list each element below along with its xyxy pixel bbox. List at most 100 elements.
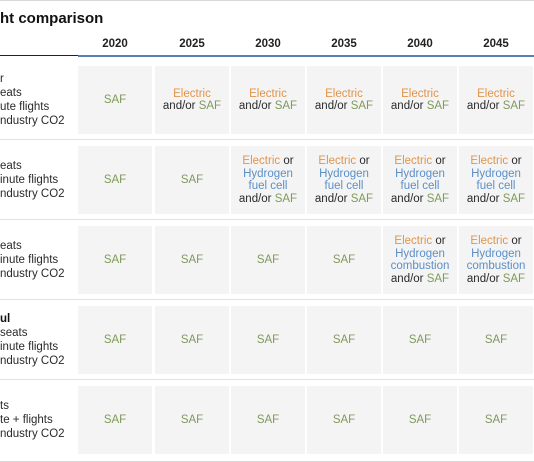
andor-label: and/or bbox=[238, 100, 272, 112]
table-cell: SAF bbox=[155, 146, 229, 214]
electric-label: Electric bbox=[470, 235, 509, 247]
saf-label: SAF bbox=[426, 192, 450, 205]
saf-label: SAF bbox=[484, 413, 508, 426]
table-cell: SAF bbox=[155, 226, 229, 294]
saf-label: SAF bbox=[332, 333, 356, 346]
table-cell: SAF bbox=[78, 66, 152, 134]
saf-label: SAF bbox=[274, 100, 298, 112]
table-cell: Electric or Hydrogen combustion and/or SAF bbox=[459, 226, 533, 294]
year-header: 2045 bbox=[483, 38, 509, 50]
electric-label: Electric bbox=[394, 235, 433, 247]
hydrogen-type-label: fuel cell bbox=[400, 180, 440, 192]
table-row: eats inute flights ndustry CO2 SAF SAF SAF SAF… bbox=[0, 226, 534, 294]
hydrogen-label: Hydrogen bbox=[243, 167, 293, 180]
saf-label: SAF bbox=[103, 173, 127, 186]
saf-label: SAF bbox=[103, 413, 127, 426]
row-label-line: eats bbox=[0, 160, 22, 172]
andor-label: and/or bbox=[238, 192, 272, 205]
table-cell: SAF bbox=[459, 386, 533, 454]
row-divider bbox=[0, 219, 534, 220]
andor-label: and/or bbox=[466, 100, 500, 112]
saf-label: SAF bbox=[180, 413, 204, 426]
hydrogen-label: Hydrogen bbox=[471, 247, 521, 260]
saf-label: SAF bbox=[332, 413, 356, 426]
andor-line: and/or SAF bbox=[391, 273, 449, 286]
table-cell: Electric and/or SAF bbox=[459, 66, 533, 134]
table-row: ul seats inute flights ndustry CO2 SAF SAF SAF… bbox=[0, 306, 534, 374]
table-cell: Electric or Hydrogen fuel cell and/or SAF bbox=[383, 146, 457, 214]
andor-line: and/or SAF bbox=[239, 100, 297, 113]
table-cell: SAF bbox=[78, 226, 152, 294]
hydrogen-type-label: fuel cell bbox=[476, 180, 516, 192]
table-cell: SAF bbox=[231, 386, 305, 454]
table-cell: Electric and/or SAF bbox=[383, 66, 457, 134]
andor-line: and/or SAF bbox=[467, 100, 525, 113]
electric-label: Electric bbox=[470, 155, 509, 167]
saf-label: SAF bbox=[274, 192, 298, 205]
andor-line: and/or SAF bbox=[391, 100, 449, 113]
table-cell: SAF bbox=[459, 306, 533, 374]
row-label-line: seats bbox=[0, 327, 28, 339]
row-label-line: ndustry CO2 bbox=[0, 115, 65, 127]
andor-line: and/or SAF bbox=[315, 100, 373, 113]
table-cell: Electric or Hydrogen combustion and/or SAF bbox=[383, 226, 457, 294]
saf-label: SAF bbox=[180, 333, 204, 346]
row-label: r eats ute flights ndustry CO2 bbox=[0, 66, 78, 134]
saf-label: SAF bbox=[502, 100, 526, 112]
hydrogen-type-label: combustion bbox=[390, 260, 450, 272]
table-cell: SAF bbox=[78, 386, 152, 454]
table-row: r eats ute flights ndustry CO2 SAF Electric an… bbox=[0, 66, 534, 134]
table-cell: SAF bbox=[383, 306, 457, 374]
andor-label: and/or bbox=[390, 192, 424, 205]
electric-line: Electric or bbox=[394, 155, 445, 168]
electric-label: Electric bbox=[477, 87, 515, 100]
andor-label: and/or bbox=[390, 272, 424, 285]
row-label-line: ndustry CO2 bbox=[0, 355, 65, 367]
row-label: eats inute flights ndustry CO2 bbox=[0, 226, 78, 294]
table-cell: Electric and/or SAF bbox=[307, 66, 381, 134]
row-divider bbox=[0, 139, 534, 140]
table-cell: Electric and/or SAF bbox=[155, 66, 229, 134]
saf-label: SAF bbox=[350, 192, 374, 205]
hydrogen-type-label: fuel cell bbox=[248, 180, 288, 192]
andor-label: and/or bbox=[390, 100, 424, 112]
saf-label: SAF bbox=[502, 192, 526, 205]
saf-label: SAF bbox=[332, 253, 356, 266]
hydrogen-label: Hydrogen bbox=[395, 167, 445, 180]
table-cell: Electric or Hydrogen fuel cell and/or SAF bbox=[459, 146, 533, 214]
or-label: or bbox=[511, 155, 522, 167]
saf-label: SAF bbox=[502, 272, 526, 285]
or-label: or bbox=[283, 155, 294, 167]
saf-label: SAF bbox=[103, 333, 127, 346]
saf-label: SAF bbox=[103, 253, 127, 266]
hydrogen-type-label: fuel cell bbox=[324, 180, 364, 192]
electric-label: Electric bbox=[318, 155, 357, 167]
or-label: or bbox=[435, 235, 446, 247]
hydrogen-label: Hydrogen bbox=[319, 167, 369, 180]
header-accent-rule bbox=[78, 55, 534, 57]
top-border bbox=[0, 0, 534, 1]
row-label-line: ndustry CO2 bbox=[0, 428, 65, 440]
andor-line: and/or SAF bbox=[467, 193, 525, 206]
electric-line: Electric or bbox=[318, 155, 369, 168]
andor-label: and/or bbox=[466, 272, 500, 285]
saf-label: SAF bbox=[180, 253, 204, 266]
row-divider bbox=[0, 379, 534, 380]
or-label: or bbox=[359, 155, 370, 167]
electric-line: Electric or bbox=[242, 155, 293, 168]
andor-label: and/or bbox=[314, 100, 348, 112]
row-label-line: eats bbox=[0, 87, 22, 99]
andor-line: and/or SAF bbox=[315, 193, 373, 206]
year-header: 2030 bbox=[255, 38, 281, 50]
table-cell: SAF bbox=[231, 226, 305, 294]
table-cell: SAF bbox=[78, 306, 152, 374]
row-label-line: ndustry CO2 bbox=[0, 188, 65, 200]
row-label-line: inute flights bbox=[0, 341, 59, 353]
year-header: 2020 bbox=[102, 38, 128, 50]
row-divider bbox=[0, 299, 534, 300]
andor-label: and/or bbox=[466, 192, 500, 205]
andor-label: and/or bbox=[162, 100, 196, 112]
row-label-line: ute flights bbox=[0, 101, 50, 113]
saf-label: SAF bbox=[426, 272, 450, 285]
electric-label: Electric bbox=[401, 87, 439, 100]
